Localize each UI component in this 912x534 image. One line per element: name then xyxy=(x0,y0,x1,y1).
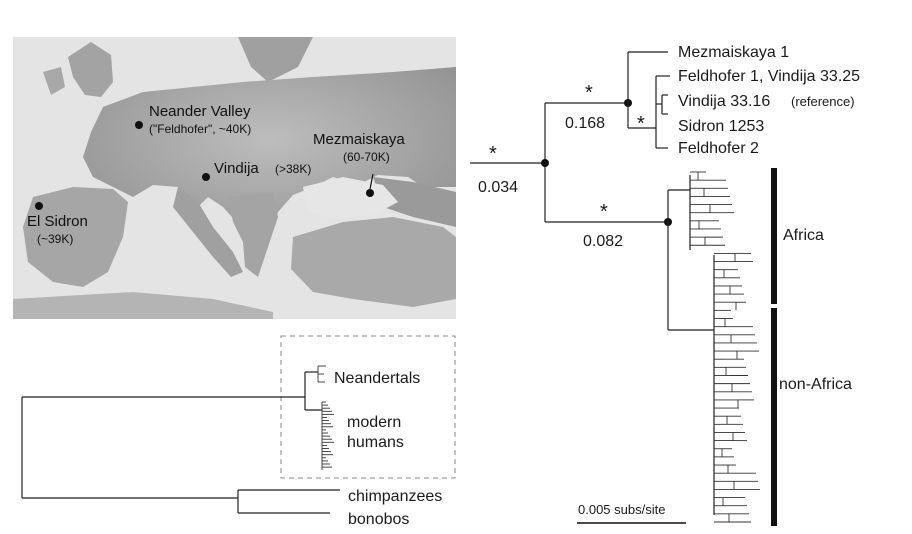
site-marker-vindija xyxy=(202,173,210,181)
mini-label-neandertals: Neandertals xyxy=(334,370,420,387)
root-node xyxy=(541,159,549,167)
non-africa-group-bar xyxy=(771,308,777,526)
taxon-label-sidron-1253: Sidron 1253 xyxy=(678,118,764,135)
site-detail-vindija: (>38K) xyxy=(275,162,311,176)
group-label-africa: Africa xyxy=(783,227,824,244)
land-masses xyxy=(13,37,456,319)
support-marker-subclade: * xyxy=(637,113,645,135)
outgroup-label-bonobos: bonobos xyxy=(348,511,409,528)
africa-group-bar xyxy=(771,168,777,304)
mini-label-modern: modern xyxy=(347,414,401,431)
reference-note: (reference) xyxy=(791,94,855,109)
support-marker-modern: * xyxy=(600,201,608,223)
scale-bar-label: 0.005 subs/site xyxy=(578,502,665,517)
europe-map: Neander Valley ("Feldhofer", ~40K) Vindi… xyxy=(13,37,456,319)
branch-length-neandertal: 0.168 xyxy=(565,115,605,132)
site-marker-neander-valley xyxy=(135,121,143,129)
site-marker-mezmaiskaya xyxy=(366,189,374,197)
site-detail-el-sidron: (~39K) xyxy=(37,232,73,246)
taxon-label-feldhofer-2: Feldhofer 2 xyxy=(678,140,759,157)
site-marker-el-sidron xyxy=(35,202,43,210)
modern-human-node xyxy=(664,218,672,226)
support-marker-root: * xyxy=(489,143,497,165)
site-detail-neander-valley: ("Feldhofer", ~40K) xyxy=(149,122,251,136)
mini-neandertal-clade xyxy=(317,365,326,383)
mini-modern-clade xyxy=(321,401,334,470)
support-marker-neandertal: * xyxy=(585,82,593,104)
taxon-label-vindija-33-16: Vindija 33.16 xyxy=(678,93,770,110)
overview-tree: Neandertals modern humans chimpanzees bo… xyxy=(21,335,456,528)
site-label-mezmaiskaya: Mezmaiskaya xyxy=(313,131,405,148)
inset-box xyxy=(280,335,456,479)
branch-length-root: 0.034 xyxy=(478,179,518,196)
site-label-vindija: Vindija xyxy=(214,160,259,177)
taxon-label-mezmaiskaya-1: Mezmaiskaya 1 xyxy=(678,44,789,61)
neandertal-node xyxy=(624,99,632,107)
outgroup-label-chimpanzees: chimpanzees xyxy=(348,488,442,505)
site-detail-mezmaiskaya: (60-70K) xyxy=(343,150,390,164)
modern-human-subtree xyxy=(667,171,760,523)
taxon-label-feldhofer-1-vindija-33-25: Feldhofer 1, Vindija 33.25 xyxy=(678,68,860,85)
mini-label-humans: humans xyxy=(347,434,404,451)
site-label-neander-valley: Neander Valley xyxy=(149,103,251,120)
site-label-el-sidron: El Sidron xyxy=(27,213,88,230)
group-label-non-africa: non-Africa xyxy=(779,376,852,393)
branch-length-modern: 0.082 xyxy=(583,233,623,250)
